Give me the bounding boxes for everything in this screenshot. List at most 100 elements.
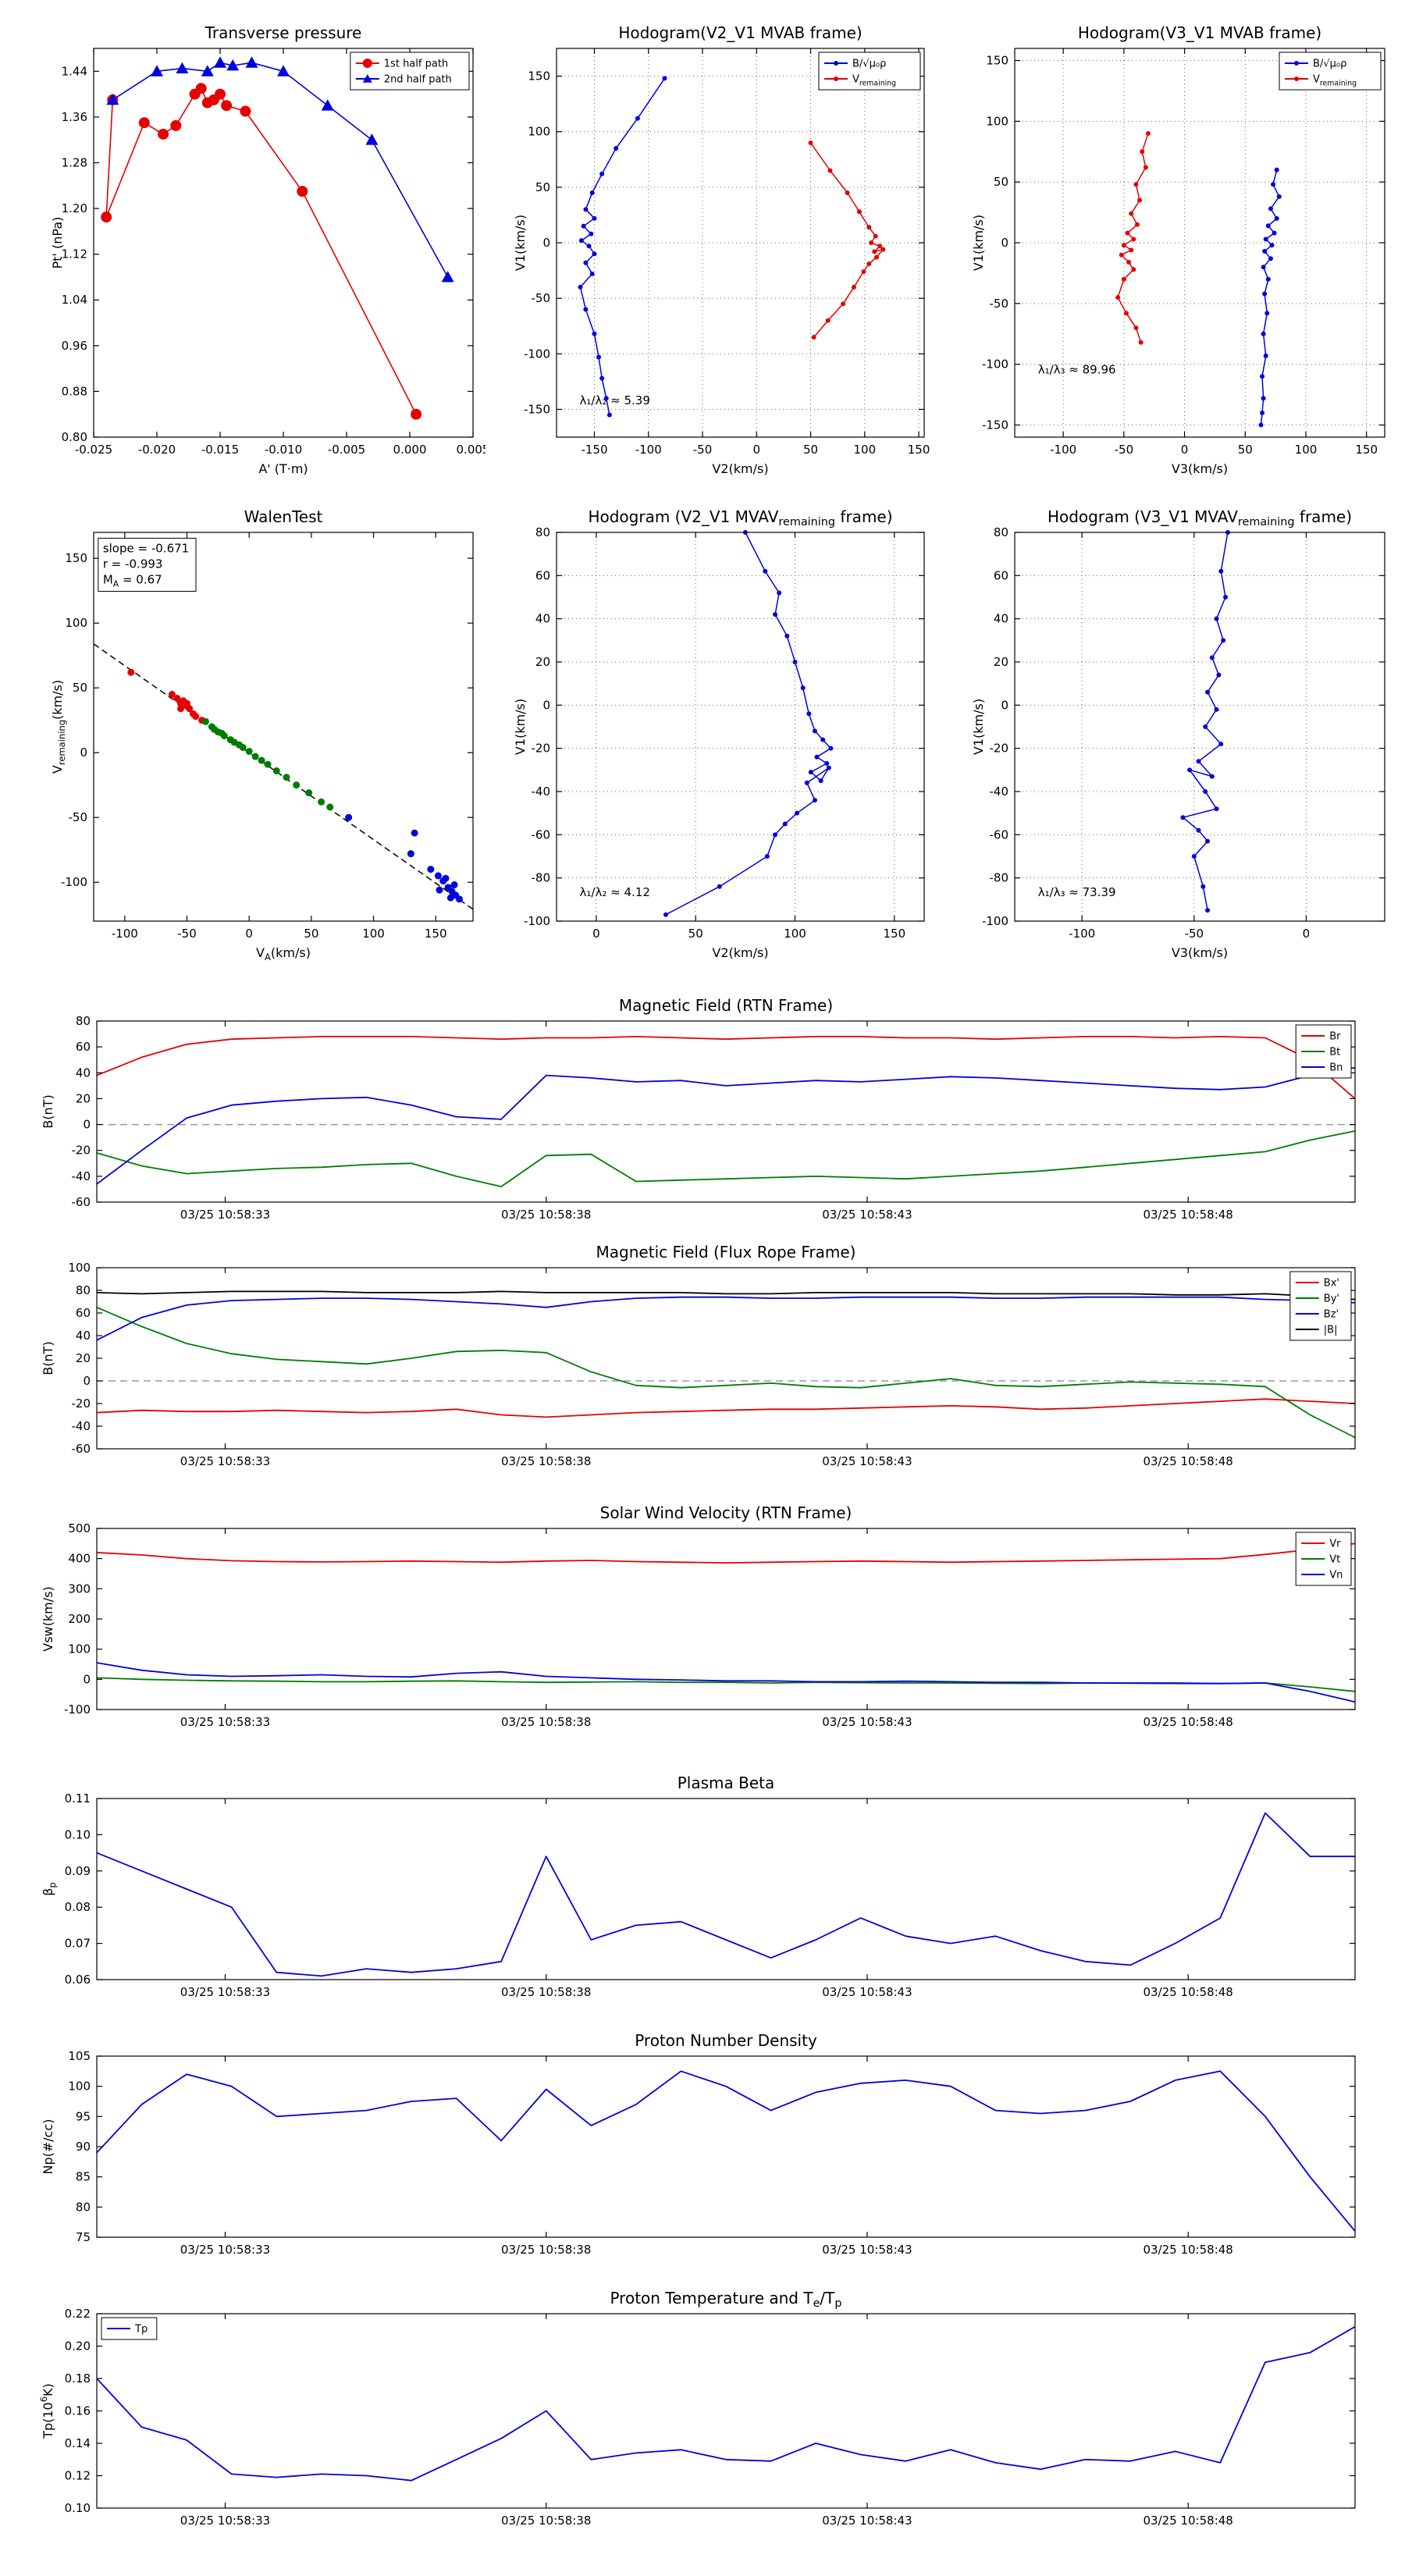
svg-text:0.06: 0.06 xyxy=(65,1973,91,1987)
plot-frame xyxy=(1014,532,1385,922)
svg-text:100: 100 xyxy=(1295,443,1318,457)
legend: B/√μ₀ρ Vremaining xyxy=(818,52,921,91)
svg-text:03/25 10:58:38: 03/25 10:58:38 xyxy=(501,1454,591,1468)
svg-text:0: 0 xyxy=(753,443,761,457)
axes-ticks: 03/25 10:58:33 03/25 10:58:38 03/25 10:58:… xyxy=(64,1521,1355,1729)
svg-text:80: 80 xyxy=(76,1283,91,1297)
svg-text:-60: -60 xyxy=(532,827,551,841)
svg-text:1.20: 1.20 xyxy=(62,201,87,215)
svg-text:300: 300 xyxy=(68,1582,91,1596)
x-axis-label: V3(km/s) xyxy=(1172,461,1228,476)
svg-text:-100: -100 xyxy=(1050,443,1076,457)
legend-label: Bn xyxy=(1329,1062,1343,1074)
panel-plasma-beta: 03/25 10:58:33 03/25 10:58:38 03/25 10:58:… xyxy=(39,1763,1366,2019)
svg-text:0: 0 xyxy=(80,745,87,760)
series-1st-half-path xyxy=(101,83,422,420)
plot-background xyxy=(97,1528,1355,1710)
svg-text:03/25 10:58:33: 03/25 10:58:33 xyxy=(180,1715,270,1729)
svg-text:100: 100 xyxy=(68,1642,91,1656)
chart-title: Transverse pressure xyxy=(205,23,362,42)
svg-text:0.22: 0.22 xyxy=(65,2307,91,2321)
grid xyxy=(557,532,924,922)
svg-text:80: 80 xyxy=(76,1014,91,1028)
svg-text:50: 50 xyxy=(688,927,703,941)
axes-ticks: 03/25 10:58:33 03/25 10:58:38 03/25 10:58:… xyxy=(65,2307,1355,2528)
svg-text:-60: -60 xyxy=(72,1442,91,1456)
svg-text:20: 20 xyxy=(76,1091,91,1105)
proton-density-chart: 03/25 10:58:33 03/25 10:58:38 03/25 10:58:… xyxy=(41,2031,1356,2257)
axes-ticks: -0.025 -0.020 -0.015 -0.010 -0.005 0.000 0.005… xyxy=(62,48,489,457)
svg-text:-150: -150 xyxy=(524,402,550,416)
legend-label: Vr xyxy=(1329,1539,1341,1550)
svg-text:λ₁/λ₃ ≈ 73.39: λ₁/λ₃ ≈ 73.39 xyxy=(1038,885,1116,899)
svg-text:0.09: 0.09 xyxy=(65,1864,91,1878)
hodogram-v3v1-mvav-chart: -100 -50 0 -100 -80 -60 -40 -20 0 20 40 60 80 Hodogra… xyxy=(971,507,1385,960)
legend-label: Tp xyxy=(134,2324,148,2336)
svg-text:slope = -0.671: slope = -0.671 xyxy=(103,541,189,555)
svg-text:0.16: 0.16 xyxy=(65,2404,91,2418)
svg-text:0.005: 0.005 xyxy=(457,443,486,457)
svg-text:03/25 10:58:43: 03/25 10:58:43 xyxy=(822,1208,912,1222)
bfield-flux-rope-chart: 03/25 10:58:33 03/25 10:58:38 03/25 10:58:… xyxy=(41,1243,1356,1468)
plot-frame xyxy=(96,1020,1356,1203)
svg-text:-50: -50 xyxy=(693,443,713,457)
chart-title: Hodogram(V3_V1 MVAB frame) xyxy=(1078,23,1321,42)
svg-text:-100: -100 xyxy=(112,927,138,941)
svg-text:03/25 10:58:38: 03/25 10:58:38 xyxy=(501,2514,591,2528)
svg-text:-0.015: -0.015 xyxy=(201,443,239,457)
series-2nd-half-path xyxy=(106,56,454,283)
svg-text:0.80: 0.80 xyxy=(62,430,87,444)
hodogram-v2v1-mvav-chart: 0 50 100 150 -100 -80 -60 -40 -20 0 20 40 60 80 Hodogr… xyxy=(513,507,925,960)
svg-text:0.07: 0.07 xyxy=(65,1937,91,1951)
svg-text:03/25 10:58:48: 03/25 10:58:48 xyxy=(1143,2243,1232,2257)
series-B-alfven xyxy=(1180,530,1230,913)
legend-label: Bx' xyxy=(1324,1278,1339,1290)
y-axis-label: Pt' (nPa) xyxy=(50,217,65,269)
svg-text:-40: -40 xyxy=(72,1169,91,1183)
svg-text:-80: -80 xyxy=(990,871,1009,885)
series-B-alfven xyxy=(578,76,667,418)
x-axis-label: A' (T·m) xyxy=(258,461,308,476)
panel-hodogram-v3v1-mvav: -100 -50 0 -100 -80 -60 -40 -20 0 20 40 60 80 Hodogra… xyxy=(969,498,1397,965)
svg-text:03/25 10:58:33: 03/25 10:58:33 xyxy=(180,1985,270,1999)
svg-text:1.12: 1.12 xyxy=(62,247,87,262)
svg-text:0.18: 0.18 xyxy=(65,2371,91,2386)
svg-text:03/25 10:58:48: 03/25 10:58:48 xyxy=(1143,2514,1232,2528)
series-B-magnitude xyxy=(96,1290,1356,1300)
y-axis-label: Np(#/cc) xyxy=(41,2119,55,2175)
panel-hodogram-v2v1-mvav: 0 50 100 150 -100 -80 -60 -40 -20 0 20 40 60 80 Hodogr… xyxy=(511,498,937,965)
svg-text:40: 40 xyxy=(76,1329,91,1343)
svg-text:95: 95 xyxy=(76,2109,91,2123)
legend-label: By' xyxy=(1324,1293,1339,1305)
annotation: λ₁/λ₃ ≈ 89.96 xyxy=(1038,362,1116,376)
svg-text:60: 60 xyxy=(76,1306,91,1320)
svg-text:-100: -100 xyxy=(524,914,550,928)
legend-label: B/√μ₀ρ xyxy=(852,59,886,70)
svg-text:60: 60 xyxy=(994,568,1008,582)
svg-text:MA = 0.67: MA = 0.67 xyxy=(103,572,162,589)
chart-title: Proton Temperature and Te/Tp xyxy=(610,2289,841,2310)
legend-label: |B| xyxy=(1324,1325,1338,1336)
y-axis-label: V1(km/s) xyxy=(971,699,986,755)
series-V-remaining xyxy=(1115,130,1151,345)
svg-text:03/25 10:58:43: 03/25 10:58:43 xyxy=(822,2243,912,2257)
fit-line xyxy=(93,643,474,910)
svg-text:-0.010: -0.010 xyxy=(265,443,302,457)
svg-text:0: 0 xyxy=(1001,698,1008,712)
svg-text:03/25 10:58:38: 03/25 10:58:38 xyxy=(501,1985,591,1999)
legend: Tp xyxy=(101,2317,158,2340)
legend: Vr Vt Vn xyxy=(1295,1532,1352,1586)
svg-text:03/25 10:58:48: 03/25 10:58:48 xyxy=(1143,1208,1232,1222)
series-Bz-prime xyxy=(96,1296,1356,1341)
svg-text:-20: -20 xyxy=(72,1397,91,1411)
svg-text:0.12: 0.12 xyxy=(65,2469,91,2483)
hodogram-v2v1-mvab-chart: -150 -100 -50 0 50 100 150 -150 -100 -50 0 50 100 150… xyxy=(513,23,930,476)
svg-text:0.88: 0.88 xyxy=(62,384,87,398)
svg-text:-60: -60 xyxy=(72,1195,91,1209)
svg-text:80: 80 xyxy=(76,2200,91,2214)
y-axis-label: Tp(106K) xyxy=(39,2383,55,2439)
chart-title: WalenTest xyxy=(244,507,323,526)
svg-text:0.11: 0.11 xyxy=(65,1791,91,1806)
svg-text:-60: -60 xyxy=(990,827,1009,841)
svg-text:1.28: 1.28 xyxy=(62,155,87,169)
